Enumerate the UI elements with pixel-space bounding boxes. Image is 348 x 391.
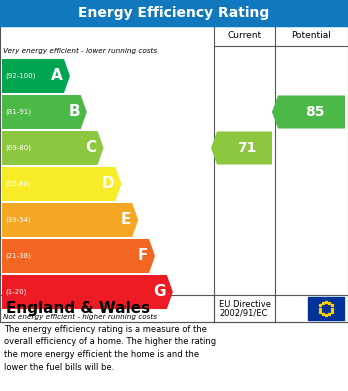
Text: Not energy efficient - higher running costs: Not energy efficient - higher running co… [3,314,157,320]
Text: The energy efficiency rating is a measure of the
overall efficiency of a home. T: The energy efficiency rating is a measur… [4,325,216,371]
Text: 85: 85 [305,105,324,119]
Text: (92-100): (92-100) [5,73,35,79]
Text: Current: Current [228,32,262,41]
Polygon shape [2,239,155,273]
Polygon shape [2,167,121,201]
Polygon shape [211,131,272,165]
Text: E: E [121,212,131,228]
Text: (21-38): (21-38) [5,253,31,259]
Bar [0,295,348,322]
Text: A: A [51,68,63,84]
Text: G: G [153,285,166,300]
Polygon shape [2,95,87,129]
Polygon shape [2,59,70,93]
Text: England & Wales: England & Wales [6,301,150,316]
Text: (55-68): (55-68) [5,181,31,187]
Text: D: D [102,176,114,192]
Polygon shape [2,203,138,237]
Text: (1-20): (1-20) [5,289,26,295]
Polygon shape [272,95,345,129]
Text: (39-54): (39-54) [5,217,31,223]
Text: Energy Efficiency Rating: Energy Efficiency Rating [78,6,270,20]
Text: (69-80): (69-80) [5,145,31,151]
Bar [0,0,348,26]
Text: 71: 71 [237,141,256,155]
Bar [308,297,344,320]
Text: (81-91): (81-91) [5,109,31,115]
Text: F: F [137,249,148,264]
Text: EU Directive: EU Directive [219,300,271,309]
Bar [0,26,348,322]
Text: Very energy efficient - lower running costs: Very energy efficient - lower running co… [3,48,157,54]
Polygon shape [2,131,104,165]
Text: 2002/91/EC: 2002/91/EC [219,308,267,317]
Polygon shape [2,275,173,309]
Text: Potential: Potential [292,32,331,41]
Text: C: C [85,140,96,156]
Text: B: B [68,104,80,120]
